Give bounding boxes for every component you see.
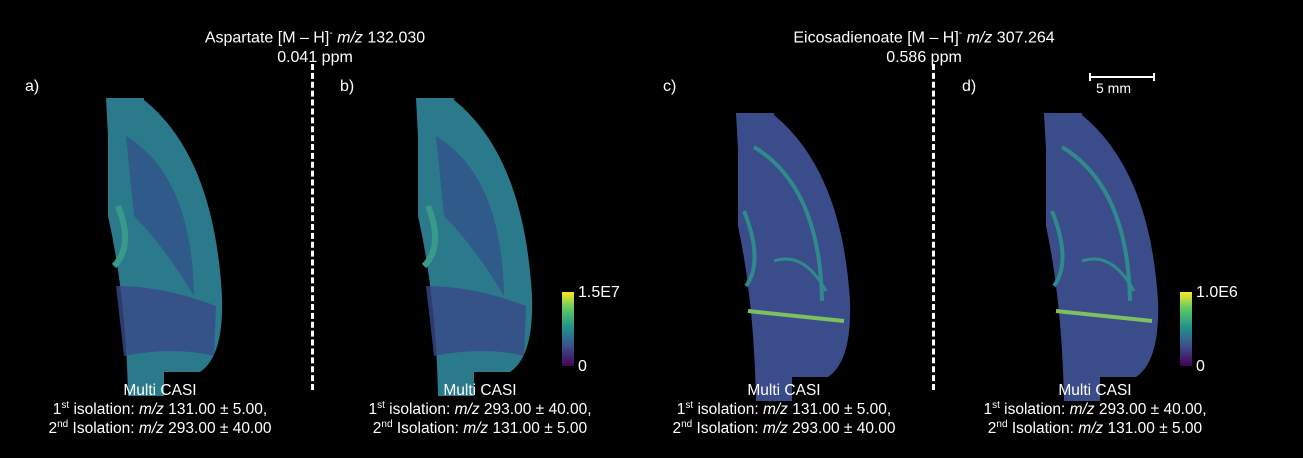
panel-label-b: b) [340,78,355,95]
iso-text: isolation: [999,401,1070,418]
title-mz-label: m/z [337,29,363,47]
iso-mz: m/z [762,401,788,418]
iso-mz: m/z [1078,420,1104,437]
scale-bar-label: 5 mm [1096,80,1131,96]
caption-method: Multi CASI [123,382,197,399]
title-charge: - [329,28,333,39]
brain-image-a [106,98,223,396]
title-mz-value: 307.264 [996,29,1055,47]
caption-iso1: 1st isolation: m/z 293.00 ± 40.00, [320,400,640,419]
caption-method: Multi CASI [443,382,517,399]
colorbar-eicosadienoate [1180,292,1192,366]
panel-label-a: a) [25,78,40,95]
iso-ordinal-sup: st [685,399,694,411]
iso-ordinal: 1 [368,401,378,418]
iso-mz: m/z [762,420,788,437]
iso-value: 131.00 ± 5.00 [1103,420,1203,437]
caption-iso1: 1st isolation: m/z 293.00 ± 40.00, [935,400,1255,419]
colorbar-min: 0 [578,358,587,375]
iso-ordinal: 1 [52,401,62,418]
iso-mz: m/z [454,401,480,418]
title-compound: Aspartate [M – H] [204,29,330,47]
iso-value: 293.00 ± 40.00 [163,420,272,437]
iso-text: Isolation: [68,420,139,437]
iso-ordinal-sup: nd [57,418,69,430]
panel-label-c: c) [663,78,677,95]
dashed-divider [932,64,935,390]
iso-text: isolation: [384,401,455,418]
iso-mz: m/z [1069,401,1095,418]
caption-method: Multi CASI [747,382,821,399]
iso-mz: m/z [463,420,489,437]
caption-iso2: 2nd Isolation: m/z 293.00 ± 40.00 [624,419,944,438]
colorbar-max: 1.0E6 [1196,284,1238,301]
iso-ordinal-sup: st [377,399,385,411]
caption-iso2: 2nd Isolation: m/z 131.00 ± 5.00 [320,419,640,438]
iso-ordinal-sup: st [61,399,70,411]
iso-value: 131.00 ± 5.00, [163,401,268,418]
title-mz-value: 132.030 [367,29,426,47]
title-ppm: 0.586 ppm [886,49,962,67]
title-charge: - [958,28,963,39]
brain-image-d [1044,113,1159,401]
iso-ordinal-sup: nd [996,418,1008,430]
iso-text: Isolation: [692,420,763,437]
title-aspartate: Aspartate [M – H]- m/z 132.030 0.041 ppm [105,24,525,68]
caption-iso2: 2nd Isolation: m/z 293.00 ± 40.00 [0,419,320,438]
dashed-divider [311,64,314,390]
scale-bar [1089,73,1155,81]
iso-ordinal-sup: nd [681,418,693,430]
title-mz-label: m/z [966,29,993,47]
iso-ordinal-sup: nd [381,418,393,430]
caption-method: Multi CASI [1058,382,1132,399]
iso-ordinal: 1 [983,401,993,418]
iso-ordinal: 2 [987,420,997,437]
title-eicosadienoate: Eicosadienoate [M – H]- m/z 307.264 0.58… [714,24,1134,68]
iso-ordinal: 2 [372,420,382,437]
caption-b: Multi CASI 1st isolation: m/z 293.00 ± 4… [320,381,640,438]
colorbar-min: 0 [1196,358,1205,375]
colorbar-aspartate [562,292,574,366]
iso-value: 293.00 ± 40.00 [787,420,896,437]
iso-value: 131.00 ± 5.00, [787,401,892,418]
caption-iso1: 1st isolation: m/z 131.00 ± 5.00, [0,400,320,419]
iso-value: 293.00 ± 40.00, [479,401,592,418]
colorbar-max: 1.5E7 [578,284,620,301]
caption-d: Multi CASI 1st isolation: m/z 293.00 ± 4… [935,381,1255,438]
iso-value: 131.00 ± 5.00 [488,420,588,437]
iso-ordinal: 1 [676,401,686,418]
iso-text: isolation: [69,401,139,418]
brain-image-c [736,113,851,401]
brain-image-b [416,98,533,396]
caption-a: Multi CASI 1st isolation: m/z 131.00 ± 5… [0,381,320,438]
iso-ordinal: 2 [48,420,58,437]
iso-ordinal-sup: st [992,399,1000,411]
caption-iso1: 1st isolation: m/z 131.00 ± 5.00, [624,400,944,419]
panel-label-d: d) [962,78,977,95]
iso-text: Isolation: [1007,420,1079,437]
caption-c: Multi CASI 1st isolation: m/z 131.00 ± 5… [624,381,944,438]
iso-text: isolation: [693,401,763,418]
iso-mz: m/z [138,401,164,418]
title-ppm: 0.041 ppm [277,49,353,67]
iso-mz: m/z [138,420,164,437]
title-compound: Eicosadienoate [M – H] [793,29,959,47]
iso-text: Isolation: [392,420,464,437]
caption-iso2: 2nd Isolation: m/z 131.00 ± 5.00 [935,419,1255,438]
iso-value: 293.00 ± 40.00, [1094,401,1207,418]
iso-ordinal: 2 [672,420,682,437]
